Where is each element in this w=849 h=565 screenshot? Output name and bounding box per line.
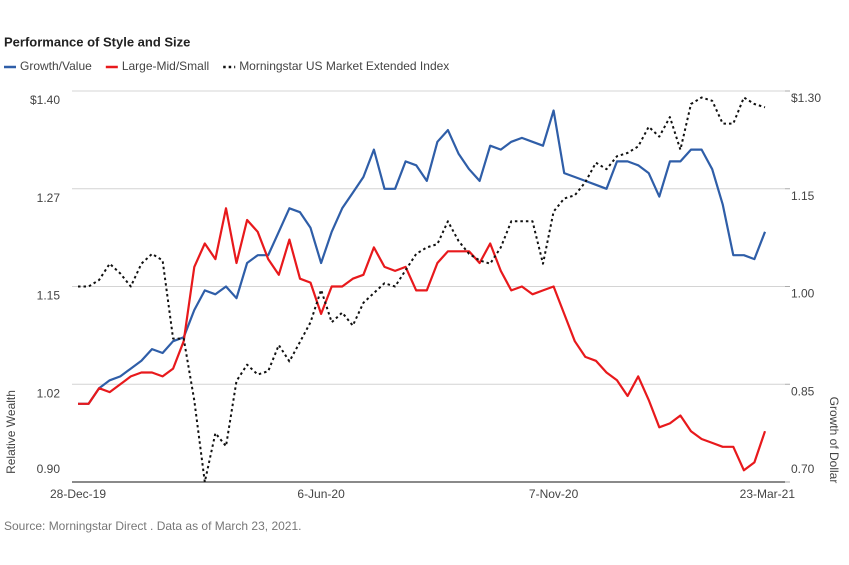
- series-line: [78, 109, 767, 405]
- y2-tick-label: 0.85: [791, 384, 815, 398]
- legend-label: Morningstar US Market Extended Index: [239, 59, 449, 73]
- x-tick-label: 28-Dec-19: [50, 487, 106, 501]
- y-axis-label: Relative Wealth: [4, 390, 18, 474]
- x-tick-label: 6-Jun-20: [297, 487, 345, 501]
- y2-axis-label: Growth of Dollar: [827, 397, 841, 484]
- y2-tick-label: 1.00: [791, 287, 815, 301]
- y-tick-label: 1.15: [37, 289, 61, 303]
- y-tick-label: 0.90: [37, 462, 61, 476]
- y2-tick-label: 0.70: [791, 462, 815, 476]
- x-tick-label: 7-Nov-20: [529, 487, 579, 501]
- series-line: [78, 207, 767, 472]
- series-line: [78, 96, 766, 483]
- chart-title: Performance of Style and Size: [4, 34, 190, 49]
- y2-tick-label: $1.30: [791, 91, 821, 105]
- legend-label: Large-Mid/Small: [122, 59, 209, 73]
- x-tick-label: 23-Mar-21: [740, 487, 796, 501]
- y-tick-label: $1.40: [30, 93, 60, 107]
- y2-tick-label: 1.15: [791, 189, 815, 203]
- y-tick-label: 1.27: [37, 191, 61, 205]
- legend-label: Growth/Value: [20, 59, 92, 73]
- y-tick-label: 1.02: [37, 386, 61, 400]
- source-note: Source: Morningstar Direct . Data as of …: [4, 519, 301, 533]
